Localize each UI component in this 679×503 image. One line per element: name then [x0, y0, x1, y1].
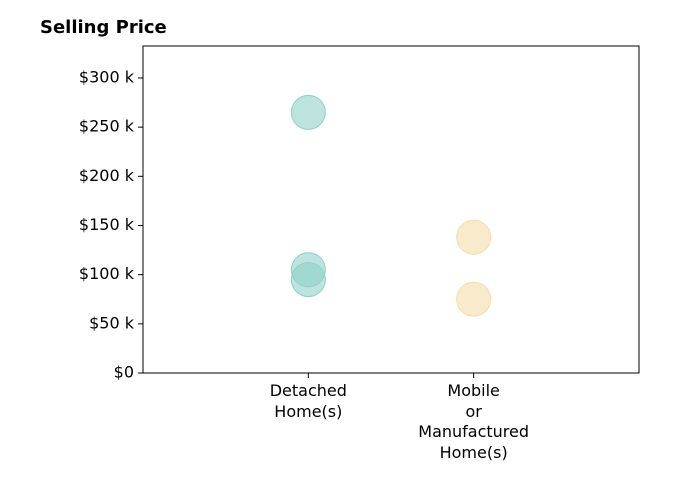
y-tick-label: $0	[114, 363, 134, 382]
x-tick-label: Mobile or Manufactured Home(s)	[418, 381, 530, 462]
x-tick-label: Detached Home(s)	[269, 381, 347, 421]
y-tick-label: $150 k	[79, 215, 135, 234]
y-tick-label: $200 k	[79, 166, 135, 185]
point	[456, 281, 492, 317]
chart-title: Selling Price	[40, 17, 167, 38]
point	[456, 219, 492, 255]
point	[290, 262, 326, 298]
plot-frame	[142, 45, 640, 374]
y-tick-label: $50 k	[89, 313, 135, 332]
y-tick-label: $100 k	[79, 264, 135, 283]
point	[290, 94, 326, 130]
y-tick-label: $250 k	[79, 117, 135, 136]
y-tick-label: $300 k	[79, 67, 135, 86]
